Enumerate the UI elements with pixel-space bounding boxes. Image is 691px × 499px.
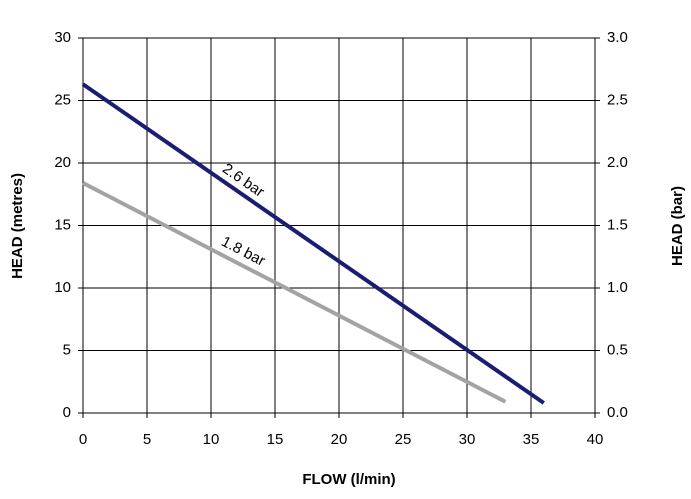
x-tick-label: 15: [267, 431, 284, 448]
y2-tick-label: 1.5: [607, 216, 628, 233]
x-tick-label: 40: [587, 431, 604, 448]
y2-tick-label: 2.5: [607, 91, 628, 108]
x-tick-label: 10: [203, 431, 220, 448]
y-axis-title: HEAD (metres): [9, 173, 26, 279]
y2-tick-label: 0.5: [607, 341, 628, 358]
y2-tick-label: 3.0: [607, 29, 628, 46]
y2-axis-title: HEAD (bar): [669, 186, 686, 266]
plot-frame: [82, 37, 596, 414]
y2-tick-label: 0.0: [607, 404, 628, 421]
x-tick-label: 30: [459, 431, 476, 448]
x-tick-label: 5: [143, 431, 151, 448]
y-tick-label: 30: [54, 29, 71, 46]
y-tick-label: 5: [63, 341, 71, 358]
x-tick-label: 0: [79, 431, 87, 448]
y2-tick-label: 1.0: [607, 279, 628, 296]
line: [82, 181, 507, 404]
line: [81, 82, 545, 405]
y-tick-label: 20: [54, 154, 71, 171]
x-tick-label: 35: [523, 431, 540, 448]
y-tick-label: 25: [54, 91, 71, 108]
x-axis-title: FLOW (l/min): [302, 471, 395, 488]
x-tick-label: 20: [331, 431, 348, 448]
x-tick-label: 25: [395, 431, 412, 448]
y-tick-label: 10: [54, 279, 71, 296]
y2-tick-label: 2.0: [607, 154, 628, 171]
y-tick-label: 15: [54, 216, 71, 233]
y-tick-label: 0: [63, 404, 71, 421]
